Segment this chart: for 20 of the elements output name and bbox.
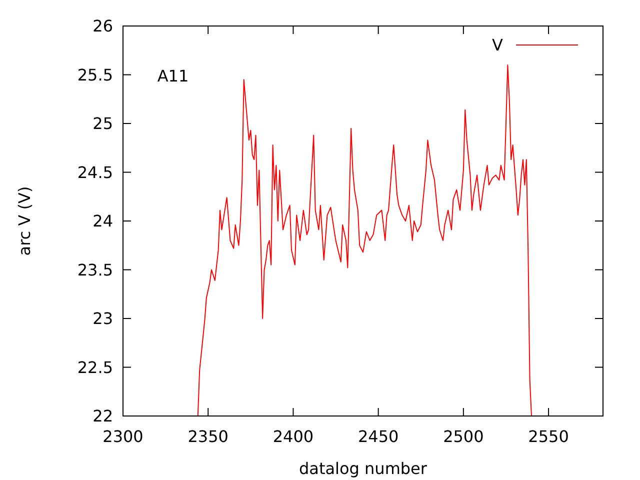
legend-label: V xyxy=(492,36,504,55)
x-tick-label: 2550 xyxy=(528,427,569,446)
y-tick-label: 22.5 xyxy=(77,358,113,377)
y-tick-label: 23.5 xyxy=(77,260,113,280)
y-tick-label: 26 xyxy=(92,16,113,36)
y-tick-label: 24.5 xyxy=(77,162,113,182)
y-tick-label: 25.5 xyxy=(77,65,113,84)
y-axis-title: arc V (V) xyxy=(15,186,34,256)
x-axis-title: datalog number xyxy=(299,459,428,478)
x-tick-label: 2500 xyxy=(443,427,484,446)
annotation: A11 xyxy=(157,66,189,86)
line-series xyxy=(197,64,532,416)
y-tick-label: 23 xyxy=(92,309,113,328)
y-tick-label: 22 xyxy=(92,406,113,426)
y-tick-label: 24 xyxy=(92,212,113,231)
x-tick-label: 2350 xyxy=(188,427,228,446)
x-tick-label: 2400 xyxy=(272,427,314,446)
y-tick-label: 25 xyxy=(92,114,113,134)
x-tick-label: 2300 xyxy=(102,427,144,446)
x-tick-label: 2450 xyxy=(358,427,399,446)
